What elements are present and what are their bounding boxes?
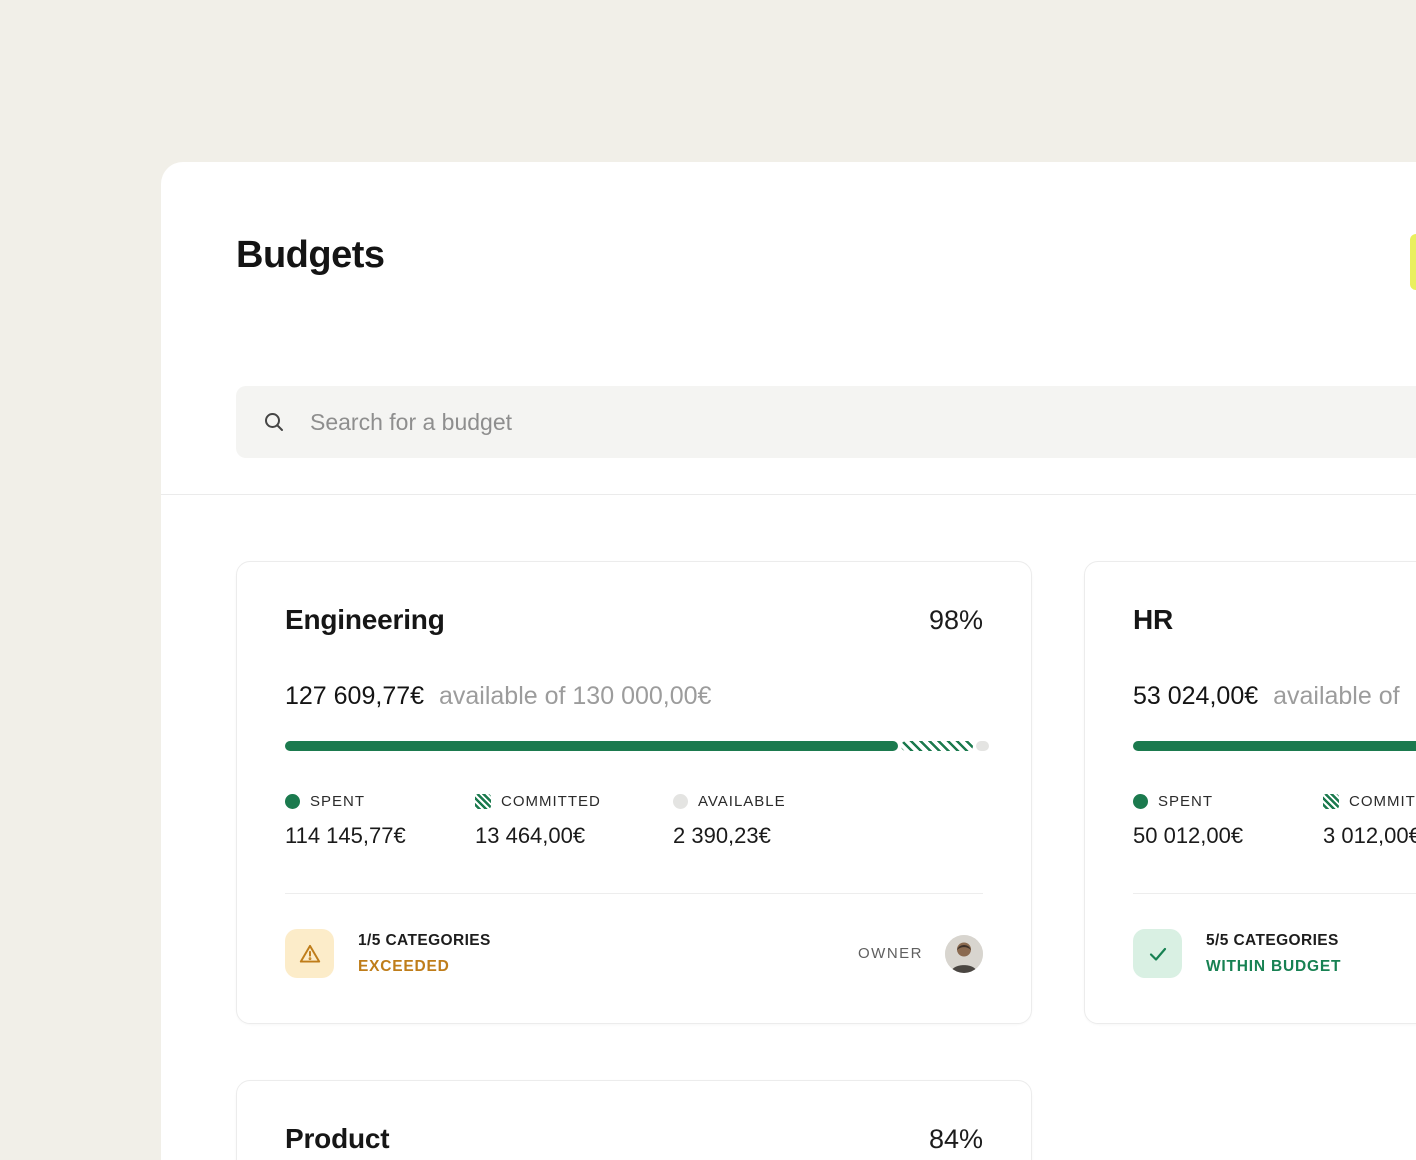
status-badge: WITHIN BUDGET [1206,957,1342,975]
legend-value: 50 012,00€ [1133,823,1244,848]
card-divider [1133,893,1416,894]
legend-value: 13 464,00€ [475,823,586,848]
budget-name: Product [285,1123,390,1154]
budget-amount-row: 127 609,77€ available of 130 000,00€ [285,682,983,711]
legend-label: SPENT [1158,793,1214,810]
legend-label: AVAILABLE [698,793,786,810]
progress-committed-segment [900,741,974,751]
categories-count: 5/5 CATEGORIES [1206,931,1339,949]
card-header: HR [1133,604,1416,636]
search-input[interactable] [308,407,1212,437]
progress-available-segment [976,741,989,751]
budget-amount: 127 609,77€ [285,682,425,710]
card-header: Product 84% [285,1123,983,1155]
committed-hatch-icon [1323,794,1339,809]
card-footer: 5/5 CATEGORIES WITHIN BUDGET [1133,929,1416,978]
budget-amount-row: 53 024,00€ available of [1133,682,1416,711]
owner-avatar [945,934,983,973]
legend-value: 114 145,77€ [285,823,406,848]
card-divider [285,893,983,894]
progress-spent-segment [285,741,898,751]
spent-dot-icon [285,794,300,809]
legend-value: 3 012,00€ [1323,823,1416,848]
legend-item-spent: SPENT 114 145,77€ [285,793,475,849]
budget-card-engineering[interactable]: Engineering 98% 127 609,77€ available of… [236,561,1032,1024]
legend: SPENT 114 145,77€ COMMITTED 13 464,00€ A… [285,793,983,849]
card-header: Engineering 98% [285,604,983,636]
categories-count: 1/5 CATEGORIES [358,931,491,949]
budget-amount: 53 024,00€ [1133,682,1259,710]
budget-amount-note: available of [1273,682,1400,710]
divider [161,494,1416,495]
budget-percent: 84% [928,1124,983,1154]
owner-label: OWNER [858,945,923,962]
content-panel: Budgets Engineering 98% 127 609,77€ avai… [161,162,1416,1160]
legend-item-committed: COMMITTED 3 012,00€ [1323,793,1416,849]
page-title: Budgets [236,234,385,276]
budget-name: HR [1133,604,1174,635]
legend-value: 2 390,23€ [673,823,771,848]
legend-item-committed: COMMITTED 13 464,00€ [475,793,673,849]
search-icon [262,410,286,434]
budget-name: Engineering [285,604,445,635]
spent-dot-icon [1133,794,1148,809]
status-badge: EXCEEDED [358,957,450,975]
budget-percent: 98% [928,605,983,635]
legend-item-available: AVAILABLE 2 390,23€ [673,793,786,849]
warning-icon [285,929,334,978]
check-icon [1133,929,1182,978]
new-budget-button[interactable] [1410,234,1416,290]
available-dot-icon [673,794,688,809]
budget-card-product[interactable]: Product 84% [236,1080,1032,1160]
budget-amount-note: available of 130 000,00€ [438,682,712,710]
committed-hatch-icon [475,794,491,809]
legend: SPENT 50 012,00€ COMMITTED 3 012,00€ [1133,793,1416,849]
legend-item-spent: SPENT 50 012,00€ [1133,793,1323,849]
legend-label: SPENT [310,793,366,810]
budget-card-hr[interactable]: HR 53 024,00€ available of SPENT 50 012, [1084,561,1416,1024]
progress-spent-segment [1133,741,1416,751]
card-footer: 1/5 CATEGORIES EXCEEDED OWNER [285,929,983,978]
progress-bar [1133,741,1416,751]
legend-label: COMMITTED [501,793,601,810]
legend-label: COMMITTED [1349,793,1416,810]
search-bar[interactable] [236,386,1416,458]
progress-bar [285,741,989,751]
